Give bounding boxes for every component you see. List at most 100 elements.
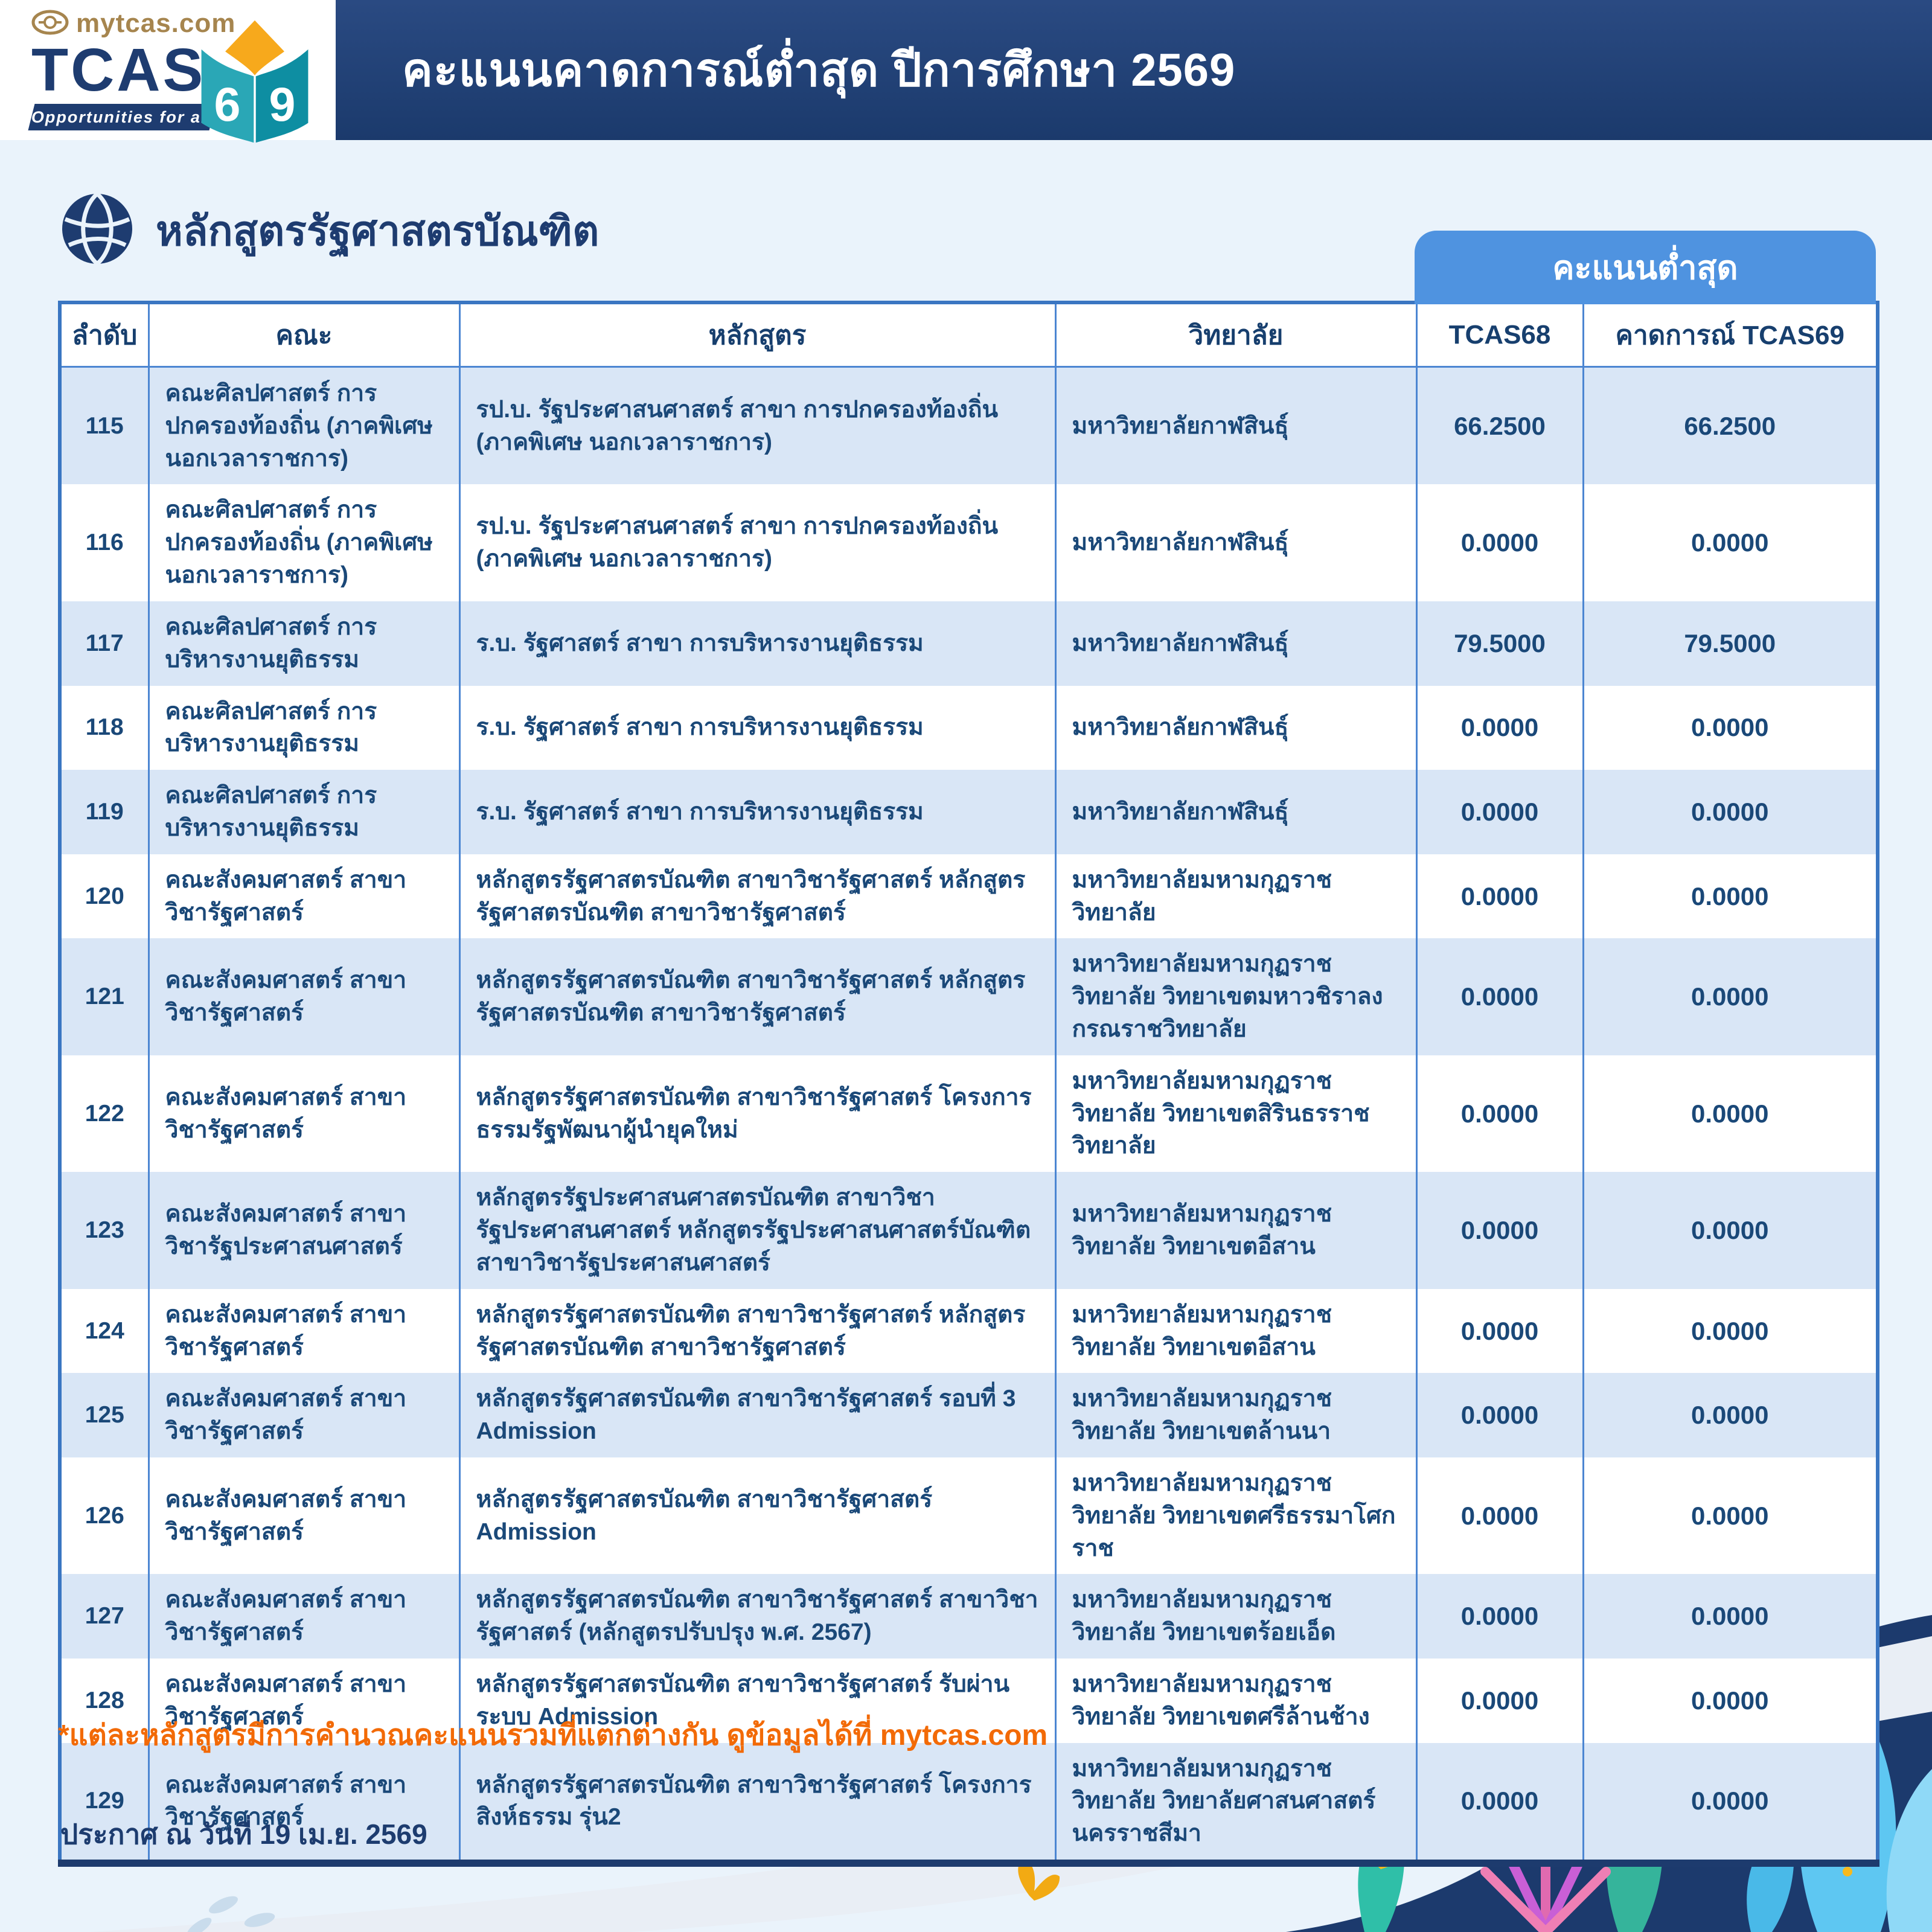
cell-faculty: คณะศิลปศาสตร์ การบริหารงานยุติธรรม [147, 601, 459, 686]
table-row: 118 คณะศิลปศาสตร์ การบริหารงานยุติธรรม ร… [60, 685, 1878, 770]
cell-tcas68: 79.5000 [1415, 601, 1583, 686]
cell-tcas69: 0.0000 [1582, 685, 1878, 770]
col-faculty: คณะ [147, 302, 459, 368]
cell-program: รป.บ. รัฐประศาสนศาสตร์ สาขา การปกครองท้อ… [458, 484, 1055, 601]
cell-program: ร.บ. รัฐศาสตร์ สาขา การบริหารงานยุติธรรม [458, 685, 1055, 770]
cell-faculty: คณะสังคมศาสตร์ สาขาวิชารัฐศาสตร์ [147, 854, 459, 939]
cell-tcas68: 0.0000 [1415, 685, 1583, 770]
cell-order: 118 [85, 714, 124, 741]
cell-university: มหาวิทยาลัยกาฬสินธุ์ [1054, 601, 1416, 686]
cell-faculty: คณะสังคมศาสตร์ สาขาวิชารัฐศาสตร์ [147, 1373, 459, 1457]
cell-university: มหาวิทยาลัยมหามกุฏราชวิทยาลัย วิทยาลัยศา… [1054, 1742, 1416, 1864]
cell-program: หลักสูตรรัฐศาสตรบัณฑิต สาขาวิชารัฐศาสตร์… [458, 1457, 1055, 1575]
cell-tcas69: 66.2500 [1582, 366, 1878, 485]
cell-tcas68: 0.0000 [1415, 484, 1583, 601]
cell-tcas68: 0.0000 [1415, 1574, 1583, 1659]
tcas69-book-icon: 6 9 [194, 19, 315, 147]
cell-program: ร.บ. รัฐศาสตร์ สาขา การบริหารงานยุติธรรม [458, 770, 1055, 854]
table-row: 127 คณะสังคมศาสตร์ สาขาวิชารัฐศาสตร์ หลั… [60, 1574, 1878, 1659]
tcas-tagline: Opportunities for all [31, 107, 213, 126]
table-row: 122 คณะสังคมศาสตร์ สาขาวิชารัฐศาสตร์ หลั… [60, 1055, 1878, 1172]
cell-tcas68: 0.0000 [1415, 1373, 1583, 1457]
table-row: 116 คณะศิลปศาสตร์ การปกครองท้องถิ่น (ภาค… [60, 484, 1878, 601]
table-row: 120 คณะสังคมศาสตร์ สาขาวิชารัฐศาสตร์ หลั… [60, 854, 1878, 939]
cell-program: หลักสูตรรัฐศาสตรบัณฑิต สาขาวิชารัฐศาสตร์… [458, 1288, 1055, 1374]
cell-order: 125 [85, 1402, 124, 1428]
cell-tcas69: 0.0000 [1582, 770, 1878, 854]
cell-order: 127 [85, 1603, 124, 1630]
cell-tcas68: 0.0000 [1415, 1055, 1583, 1172]
cell-tcas69: 0.0000 [1582, 1172, 1878, 1289]
cell-university: มหาวิทยาลัยมหามกุฏราชวิทยาลัย วิทยาเขตศร… [1054, 1659, 1416, 1743]
cell-university: มหาวิทยาลัยมหามกุฏราชวิทยาลัย วิทยาเขตอี… [1054, 1172, 1416, 1289]
cell-tcas69: 0.0000 [1582, 1457, 1878, 1575]
cell-order: 123 [85, 1217, 124, 1244]
col-tcas68: TCAS68 [1415, 302, 1583, 368]
cell-tcas68: 0.0000 [1415, 854, 1583, 939]
table-header-row: ลำดับ คณะ หลักสูตร วิทยาลัย TCAS68 คาดกา… [60, 302, 1878, 368]
table-row: 126 คณะสังคมศาสตร์ สาขาวิชารัฐศาสตร์ หลั… [60, 1457, 1878, 1575]
logo-area: mytcas.com TCAS Opportunities for all 6 … [0, 0, 336, 143]
cell-order: 115 [85, 412, 124, 439]
cell-faculty: คณะสังคมศาสตร์ สาขาวิชารัฐศาสตร์ [147, 1574, 459, 1659]
globe-icon [60, 192, 134, 269]
mytcas-eye-icon [31, 9, 69, 39]
footnote: *แต่ละหลักสูตรมีการคำนวณคะแนนรวมที่แตกต่… [58, 1719, 1048, 1751]
cell-faculty: คณะสังคมศาสตร์ สาขาวิชารัฐศาสตร์ [147, 1055, 459, 1172]
cell-university: มหาวิทยาลัยมหามกุฏราชวิทยาลัย วิทยาเขตอี… [1054, 1288, 1416, 1374]
cell-faculty: คณะสังคมศาสตร์ สาขาวิชารัฐศาสตร์ [147, 938, 459, 1055]
cell-tcas68: 0.0000 [1415, 1742, 1583, 1864]
cell-tcas69: 0.0000 [1582, 854, 1878, 939]
cell-program: รป.บ. รัฐประศาสนศาสตร์ สาขา การปกครองท้อ… [458, 366, 1055, 485]
page-title: คะแนนคาดการณ์ต่ำสุด ปีการศึกษา 2569 [402, 45, 1236, 96]
col-tcas69: คาดการณ์ TCAS69 [1582, 302, 1878, 368]
cell-university: มหาวิทยาลัยมหามกุฏราชวิทยาลัย วิทยาเขตศร… [1054, 1457, 1416, 1575]
cell-university: มหาวิทยาลัยมหามกุฏราชวิทยาลัย วิทยาเขตล้… [1054, 1373, 1416, 1457]
cell-university: มหาวิทยาลัยกาฬสินธุ์ [1054, 685, 1416, 770]
cell-faculty: คณะศิลปศาสตร์ การปกครองท้องถิ่น (ภาคพิเศ… [147, 484, 459, 601]
score-group-tab: คะแนนต่ำสุด [1415, 231, 1876, 304]
cell-university: มหาวิทยาลัยกาฬสินธุ์ [1054, 770, 1416, 854]
cell-tcas69: 0.0000 [1582, 938, 1878, 1055]
programs-table: ลำดับ คณะ หลักสูตร วิทยาลัย TCAS68 คาดกา… [58, 301, 1879, 1867]
cell-program: หลักสูตรรัฐศาสตรบัณฑิต สาขาวิชารัฐศาสตร์… [458, 1574, 1055, 1659]
cell-tcas68: 0.0000 [1415, 1172, 1583, 1289]
cell-university: มหาวิทยาลัยมหามกุฏราชวิทยาลัย วิทยาเขตสิ… [1054, 1055, 1416, 1172]
table-row: 117 คณะศิลปศาสตร์ การบริหารงานยุติธรรม ร… [60, 601, 1878, 686]
cell-order: 121 [85, 984, 124, 1010]
table-row: 121 คณะสังคมศาสตร์ สาขาวิชารัฐศาสตร์ หลั… [60, 938, 1878, 1055]
table-row: 119 คณะศิลปศาสตร์ การบริหารงานยุติธรรม ร… [60, 770, 1878, 854]
cell-tcas68: 0.0000 [1415, 1288, 1583, 1374]
cell-program: หลักสูตรรัฐศาสตรบัณฑิต สาขาวิชารัฐศาสตร์… [458, 854, 1055, 939]
cell-faculty: คณะสังคมศาสตร์ สาขาวิชารัฐประศาสนศาสตร์ [147, 1172, 459, 1289]
table-body: 115 คณะศิลปศาสตร์ การปกครองท้องถิ่น (ภาค… [60, 366, 1878, 1864]
cell-tcas69: 0.0000 [1582, 1055, 1878, 1172]
cell-order: 120 [85, 883, 124, 909]
table-row: 124 คณะสังคมศาสตร์ สาขาวิชารัฐศาสตร์ หลั… [60, 1288, 1878, 1374]
cell-tcas69: 0.0000 [1582, 1742, 1878, 1864]
cell-tcas68: 0.0000 [1415, 1457, 1583, 1575]
col-university: วิทยาลัย [1054, 302, 1416, 368]
tcas-wordmark: TCAS [31, 36, 206, 104]
cell-order: 116 [85, 529, 124, 556]
cell-order: 124 [85, 1317, 124, 1344]
cell-program: หลักสูตรรัฐศาสตรบัณฑิต สาขาวิชารัฐศาสตร์… [458, 938, 1055, 1055]
cell-program: หลักสูตรรัฐประศาสนศาสตรบัณฑิต สาขาวิชารั… [458, 1172, 1055, 1289]
table-row: 123 คณะสังคมศาสตร์ สาขาวิชารัฐประศาสนศาส… [60, 1172, 1878, 1289]
cell-tcas69: 0.0000 [1582, 484, 1878, 601]
col-order: ลำดับ [60, 302, 149, 368]
cell-tcas69: 0.0000 [1582, 1574, 1878, 1659]
cell-faculty: คณะสังคมศาสตร์ สาขาวิชารัฐศาสตร์ [147, 1288, 459, 1374]
publish-date: ประกาศ ณ วันที่ 19 เม.ย. 2569 [60, 1818, 427, 1850]
cell-faculty: คณะศิลปศาสตร์ การบริหารงานยุติธรรม [147, 770, 459, 854]
cell-tcas69: 0.0000 [1582, 1288, 1878, 1374]
cell-university: มหาวิทยาลัยมหามกุฏราชวิทยาลัย วิทยาเขตร้… [1054, 1574, 1416, 1659]
cell-university: มหาวิทยาลัยมหามกุฏราชวิทยาลัย [1054, 854, 1416, 939]
cell-order: 119 [85, 799, 124, 825]
cell-tcas68: 0.0000 [1415, 1659, 1583, 1743]
cell-tcas68: 66.2500 [1415, 366, 1583, 485]
cell-tcas69: 0.0000 [1582, 1373, 1878, 1457]
cell-university: มหาวิทยาลัยมหามกุฏราชวิทยาลัย วิทยาเขตมห… [1054, 938, 1416, 1055]
cell-program: ร.บ. รัฐศาสตร์ สาขา การบริหารงานยุติธรรม [458, 601, 1055, 686]
table-row: 125 คณะสังคมศาสตร์ สาขาวิชารัฐศาสตร์ หลั… [60, 1373, 1878, 1457]
